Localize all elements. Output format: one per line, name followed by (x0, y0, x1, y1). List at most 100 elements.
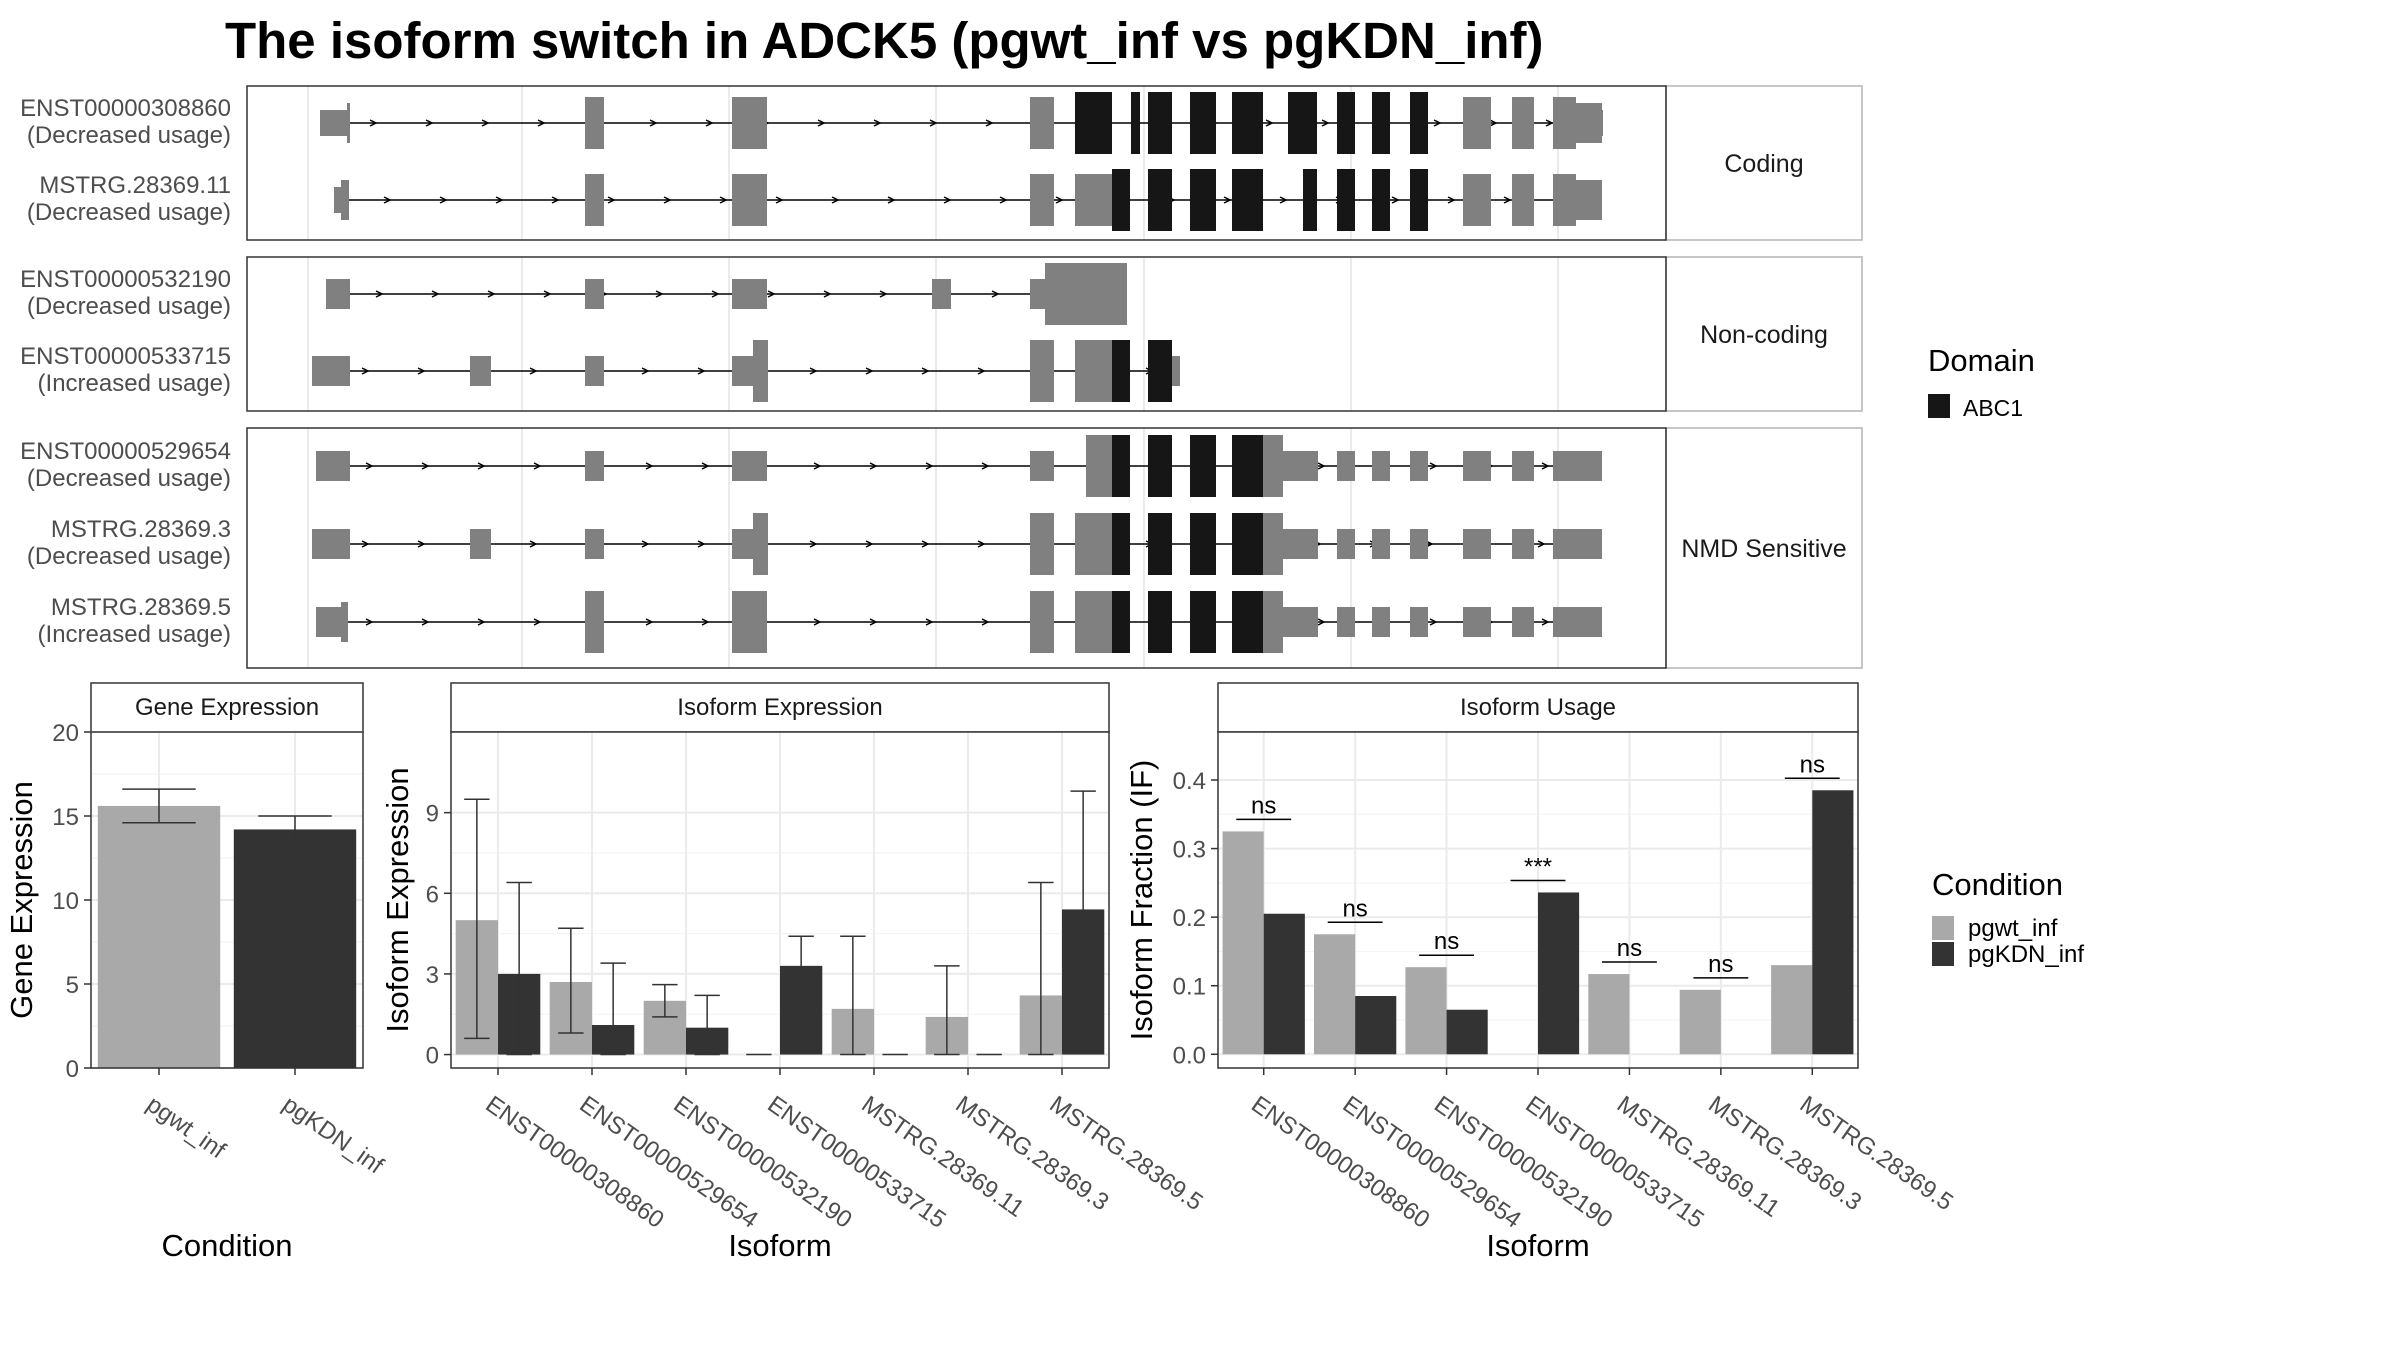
x-tick-label: MSTRG.28369.5 (1795, 1091, 1958, 1216)
exon (732, 97, 767, 149)
exon (732, 279, 767, 309)
strand-arrow (477, 462, 486, 470)
strand-arrow (879, 290, 888, 298)
strand-arrow (1537, 540, 1546, 548)
strand-arrow (809, 540, 818, 548)
exon (341, 180, 349, 220)
domain-block (1303, 169, 1317, 231)
facet-strip (1665, 427, 1863, 669)
significance-label: ns (1342, 895, 1367, 922)
exon (732, 529, 753, 559)
strand-arrow (1321, 119, 1330, 127)
exon (732, 591, 767, 653)
bar (1405, 967, 1447, 1055)
strand-arrow (369, 119, 378, 127)
y-axis-title: Isoform Fraction (IF) (1124, 760, 1159, 1041)
strand-arrow (533, 462, 542, 470)
strand-arrow (1223, 196, 1232, 204)
strand-arrow (361, 367, 370, 375)
domain-legend: Domain ABC1 (1928, 343, 2035, 421)
y-tick-label: 10 (52, 888, 79, 915)
exon (470, 529, 491, 559)
domain-block (1232, 169, 1263, 231)
isoform-usage-label: (Decreased usage) (27, 465, 231, 492)
bar (1446, 1009, 1488, 1055)
strand-arrow (533, 618, 542, 626)
bar (1771, 965, 1813, 1055)
domain-block (1112, 169, 1130, 231)
strand-arrow (925, 462, 934, 470)
domain-block (1410, 92, 1428, 154)
facet-label: Coding (1724, 150, 1803, 178)
domain-block (1410, 169, 1428, 231)
exon (316, 607, 341, 637)
bar (1355, 996, 1397, 1055)
exon (1410, 451, 1428, 481)
bar (1812, 790, 1854, 1055)
strand-arrow (981, 618, 990, 626)
plot-border (90, 731, 364, 1069)
figure-title: The isoform switch in ADCK5 (pgwt_inf vs… (225, 12, 1543, 69)
strand-arrow (929, 119, 938, 127)
domain-block (1148, 513, 1172, 575)
exon (316, 451, 350, 481)
significance-label: *** (1524, 853, 1552, 880)
domain-block (1148, 435, 1172, 497)
exon (1512, 529, 1534, 559)
y-tick-label: 6 (426, 881, 439, 908)
strand-arrow (663, 196, 672, 204)
bar (97, 805, 221, 1068)
significance-label: ns (1251, 792, 1276, 819)
exon (326, 279, 350, 309)
strand-arrow (767, 290, 776, 298)
strand-arrow (487, 290, 496, 298)
strand-arrow (439, 196, 448, 204)
strand-arrow (719, 196, 728, 204)
strand-arrow (817, 119, 826, 127)
domain-block (1190, 435, 1216, 497)
strand-arrow (823, 290, 832, 298)
domain-block (1372, 169, 1390, 231)
strand-arrow (607, 196, 616, 204)
exon (585, 97, 604, 149)
strand-arrow (943, 196, 952, 204)
strand-arrow (921, 367, 930, 375)
exon (1512, 451, 1534, 481)
exon (1463, 529, 1491, 559)
exon (1463, 174, 1491, 226)
strand-arrow (981, 462, 990, 470)
bar (1588, 974, 1630, 1055)
plot-border (1217, 731, 1859, 1069)
domain-block (1112, 435, 1130, 497)
x-axis-title: Isoform (728, 1228, 831, 1263)
exon (334, 187, 341, 213)
strand-arrow (481, 119, 490, 127)
exon (1372, 451, 1390, 481)
exon (1075, 513, 1112, 575)
domain-block (1337, 169, 1355, 231)
exon (1512, 97, 1534, 149)
isoform-row: MSTRG.28369.5(Increased usage) (38, 591, 1602, 653)
strand-arrow (425, 119, 434, 127)
strand-arrow (809, 367, 818, 375)
exon (1553, 607, 1602, 637)
strand-arrow (645, 618, 654, 626)
structure-panel-bg (247, 86, 1666, 240)
isoform-usage-label: (Decreased usage) (27, 543, 231, 570)
exon (1553, 529, 1602, 559)
strand-arrow (417, 367, 426, 375)
plot-border (450, 731, 1110, 1069)
strand-arrow (655, 290, 664, 298)
y-tick-label: 20 (52, 720, 79, 747)
strand-arrow (417, 540, 426, 548)
x-tick-label: MSTRG.28369.3 (951, 1091, 1114, 1216)
domain-block (1148, 340, 1172, 402)
strand-arrow (641, 540, 650, 548)
strand-arrow (361, 540, 370, 548)
isoform-name: ENST00000529654 (20, 438, 231, 465)
y-tick-label: 15 (52, 804, 79, 831)
exon (753, 513, 768, 575)
significance-label: ns (1800, 751, 1825, 778)
strand-arrow (1055, 196, 1064, 204)
significance-label: ns (1617, 935, 1642, 962)
